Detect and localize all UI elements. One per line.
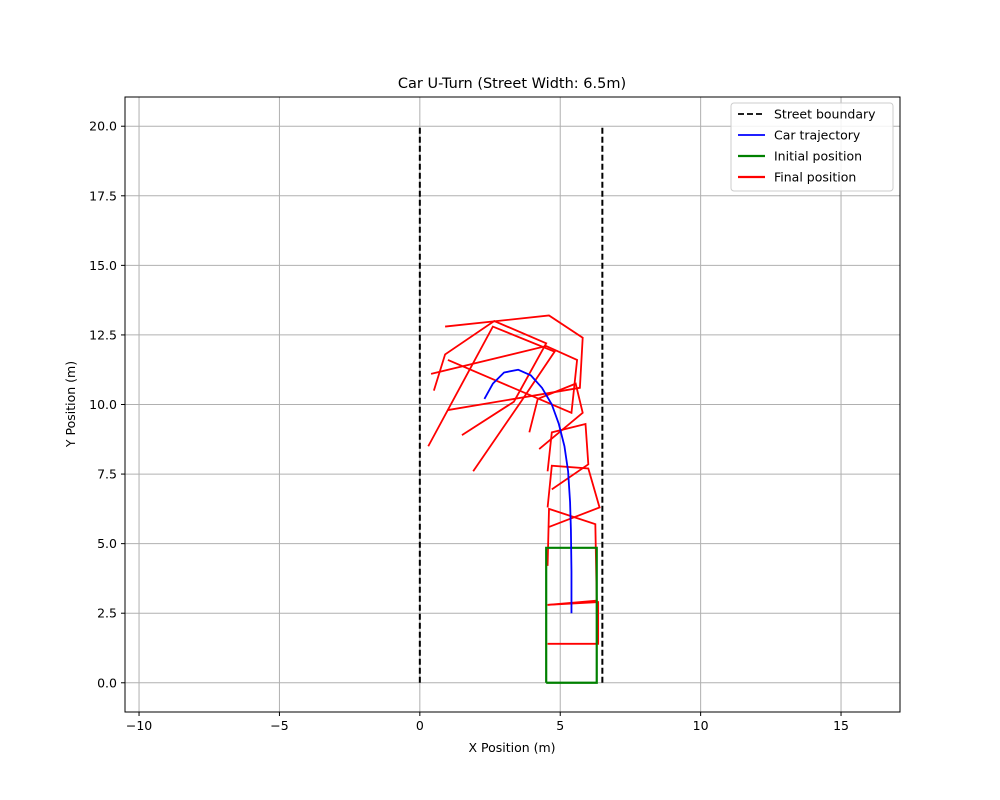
x-tick-label: −10	[126, 718, 152, 733]
y-tick-label: 20.0	[89, 119, 117, 134]
legend-label: Final position	[774, 170, 856, 185]
final-position-outline	[430, 345, 579, 415]
legend-box	[730, 102, 894, 192]
x-tick-label: 10	[693, 718, 709, 733]
legend-label: Street boundary	[774, 107, 876, 122]
y-tick-label: 17.5	[89, 188, 117, 203]
y-tick-label: 12.5	[89, 327, 117, 342]
x-axis-label: X Position (m)	[468, 740, 555, 755]
x-tick-label: 15	[833, 718, 849, 733]
chart-title: Car U-Turn (Street Width: 6.5m)	[398, 76, 626, 92]
final-position-outline	[528, 382, 584, 450]
axis-ticks: −10 −5 0 5 10 15 0.0 2.5 5.0 7.5 10.0 12.5 15.0 17.5 2…	[89, 119, 849, 733]
x-tick-label: −5	[270, 718, 288, 733]
car-trajectory-line	[483, 368, 573, 614]
y-tick-label: 5.0	[97, 536, 117, 551]
y-tick-label: 7.5	[97, 467, 117, 482]
final-position-outline	[546, 422, 590, 491]
plot-series	[418, 126, 604, 684]
legend: Street boundary Car trajectory Initial pos…	[730, 102, 894, 192]
final-position-outline	[546, 464, 601, 528]
final-position-outline	[546, 507, 598, 606]
legend-label: Initial position	[774, 149, 862, 164]
legend-label: Car trajectory	[774, 128, 861, 143]
initial-position-outline	[545, 546, 598, 684]
final-position-outline	[427, 325, 556, 472]
final-position-outline	[445, 314, 584, 411]
x-tick-label: 0	[416, 718, 424, 733]
grid-lines	[125, 97, 900, 712]
y-tick-label: 15.0	[89, 258, 117, 273]
final-position-outline	[433, 319, 548, 436]
y-axis-label: Y Position (m)	[63, 361, 78, 448]
final-position-outline	[547, 601, 600, 645]
y-tick-label: 2.5	[97, 606, 117, 621]
y-tick-label: 10.0	[89, 397, 117, 412]
x-tick-label: 5	[556, 718, 564, 733]
y-tick-label: 0.0	[97, 675, 117, 690]
